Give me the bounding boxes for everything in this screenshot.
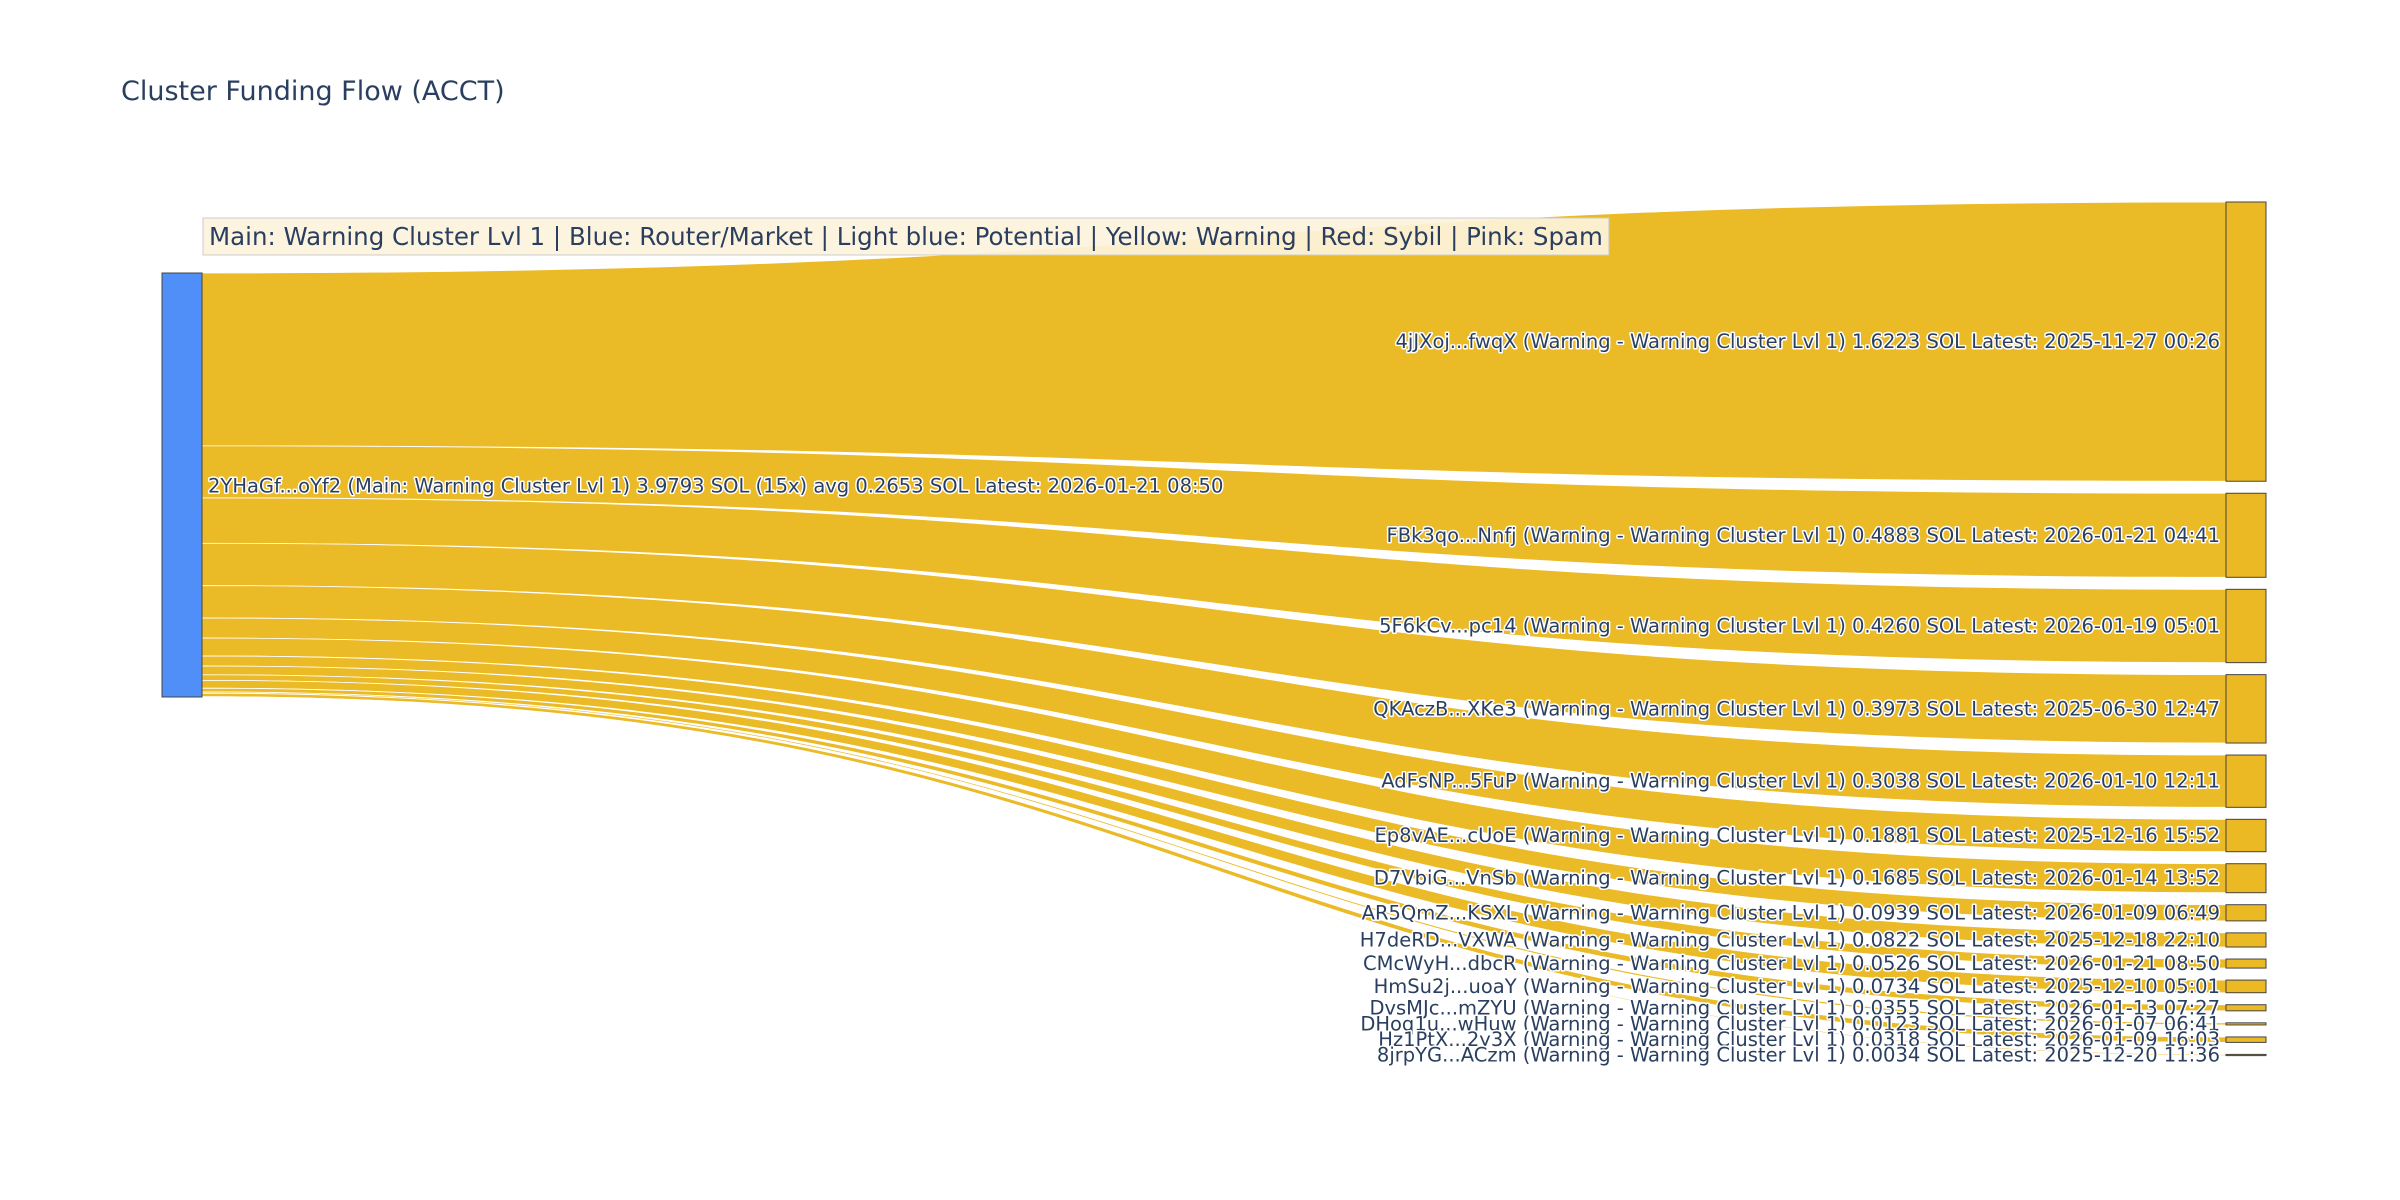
target-node-cmcwyh-dbcr[interactable] <box>2225 958 2267 969</box>
labels-layer: 2YHaGf...oYf2 (Main: Warning Cluster Lvl… <box>207 329 2222 1068</box>
target-node-label: Hz1PtX...2y3X (Warning - Warning Cluster… <box>1378 1028 2220 1051</box>
nodes-layer <box>161 201 2267 1057</box>
target-node-8jrpyg-aczm[interactable] <box>2225 1053 2267 1057</box>
legend-text: Main: Warning Cluster Lvl 1 | Blue: Rout… <box>209 222 1603 251</box>
target-node-d7vbig-vnsb[interactable] <box>2225 863 2267 894</box>
target-node-ar5qmz-ksxl[interactable] <box>2225 904 2267 922</box>
target-node-label: H7deRD...VXWA (Warning - Warning Cluster… <box>1360 928 2220 951</box>
target-node-hz1ptx-2y3x[interactable] <box>2225 1036 2267 1043</box>
target-node-ep8vae-cuoe[interactable] <box>2225 818 2267 853</box>
target-node-label: QKAczB...XKe3 (Warning - Warning Cluster… <box>1373 697 2220 720</box>
target-node-label: D7VbiG...VnSb (Warning - Warning Cluster… <box>1374 867 2220 890</box>
target-node-label: DHoq1u...wHuw (Warning - Warning Cluster… <box>1360 1012 2220 1035</box>
target-node-5f6kcv-pc14[interactable] <box>2225 588 2267 664</box>
target-node-label: 5F6kCv...pc14 (Warning - Warning Cluster… <box>1379 614 2220 637</box>
legend-box <box>202 217 1610 256</box>
chart-title: Cluster Funding Flow (ACCT) <box>121 76 505 107</box>
source-node-label: 2YHaGf...oYf2 (Main: Warning Cluster Lvl… <box>208 475 1223 498</box>
legend-annotation: Main: Warning Cluster Lvl 1 | Blue: Rout… <box>202 217 1610 256</box>
target-node-label: 4jJXoj...fwqX (Warning - Warning Cluster… <box>1396 330 2220 353</box>
target-node-qkaczb-xke3[interactable] <box>2225 674 2267 744</box>
target-node-fbk3qo-nnfj[interactable] <box>2225 492 2267 578</box>
target-node-label: CMcWyH...dbcR (Warning - Warning Cluster… <box>1363 952 2220 975</box>
link-adfsnp-5fup[interactable] <box>201 585 2227 808</box>
target-node-label: FBk3qo...Nnfj (Warning - Warning Cluster… <box>1387 524 2220 547</box>
link-5f6kcv-pc14[interactable] <box>201 497 2227 664</box>
links-layer <box>201 201 2227 1057</box>
target-node-label: HmSu2j...uoaY (Warning - Warning Cluster… <box>1374 975 2220 998</box>
target-node-label: AdFsNP...5FuP (Warning - Warning Cluster… <box>1381 770 2220 793</box>
target-node-h7derd-vxwa[interactable] <box>2225 932 2267 948</box>
source-node[interactable] <box>161 272 203 698</box>
target-node-4jjxoj-fwqx[interactable] <box>2225 201 2267 482</box>
target-node-adfsnp-5fup[interactable] <box>2225 754 2267 808</box>
target-node-label: AR5QmZ...KSXL (Warning - Warning Cluster… <box>1362 901 2220 924</box>
target-node-label: Ep8vAE...cUoE (Warning - Warning Cluster… <box>1374 824 2220 847</box>
target-node-dhoq1u-whuw[interactable] <box>2225 1022 2267 1026</box>
target-node-label: 8jrpYG...ACzm (Warning - Warning Cluster… <box>1377 1044 2220 1067</box>
target-node-label: DvsMJc...mZYU (Warning - Warning Cluster… <box>1369 996 2220 1019</box>
target-node-dvsmjc-mzyu[interactable] <box>2225 1004 2267 1012</box>
target-node-hmsu2j-uoay[interactable] <box>2225 979 2267 994</box>
